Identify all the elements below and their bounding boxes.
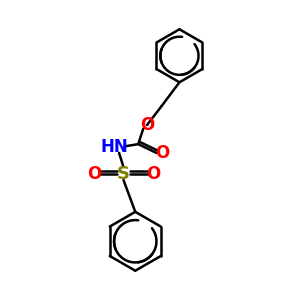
Text: O: O	[87, 165, 101, 183]
Text: O: O	[146, 165, 160, 183]
Text: HN: HN	[101, 138, 128, 156]
Text: S: S	[117, 165, 130, 183]
Text: O: O	[140, 116, 154, 134]
Text: O: O	[155, 144, 169, 162]
